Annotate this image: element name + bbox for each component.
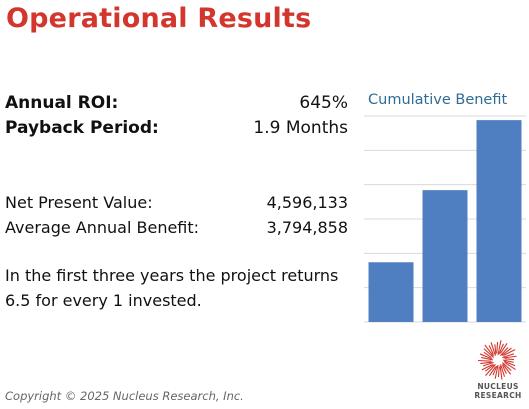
logo-ray xyxy=(485,363,496,376)
logo-ray xyxy=(479,353,493,360)
logo-ray xyxy=(481,356,494,361)
logo-ray xyxy=(501,347,512,356)
starburst-logo-icon xyxy=(477,340,517,380)
logo-ray xyxy=(484,364,495,372)
payback-period-value: 1.9 Months xyxy=(253,118,348,138)
logo-ray xyxy=(492,365,498,376)
logo-ray xyxy=(481,364,493,371)
logo-ray xyxy=(502,359,514,363)
annual-roi-value: 645% xyxy=(299,93,348,113)
npv-label: Net Present Value: xyxy=(5,193,153,212)
logo-ray xyxy=(494,344,497,355)
npv-value: 4,596,133 xyxy=(266,193,348,212)
logo-ray xyxy=(503,360,516,367)
cumulative-benefit-chart xyxy=(364,115,526,323)
page-title: Operational Results xyxy=(6,3,312,34)
payback-period-label: Payback Period: xyxy=(5,118,159,138)
logo-ray xyxy=(477,359,492,362)
logo-ray xyxy=(502,353,514,359)
logo-ray xyxy=(499,343,508,354)
logo-ray xyxy=(499,365,503,380)
logo-ray xyxy=(490,342,497,356)
annual-roi-label: Annual ROI: xyxy=(5,93,119,113)
copyright-text: Copyright © 2025 Nucleus Research, Inc. xyxy=(5,389,244,403)
nucleus-research-logo: NUCLEUS RESEARCH xyxy=(470,338,526,404)
logo-ray xyxy=(498,343,504,355)
logo-ray xyxy=(488,345,494,355)
logo-ray xyxy=(502,365,507,374)
logo-ray xyxy=(499,364,506,377)
logo-ray xyxy=(500,347,509,357)
logo-text-nucleus: NUCLEUS xyxy=(477,382,519,391)
logo-ray xyxy=(482,361,494,367)
logo-ray xyxy=(494,364,499,379)
avg-benefit-label: Average Annual Benefit: xyxy=(5,218,200,237)
logo-ray xyxy=(503,349,516,356)
logo-ray xyxy=(480,361,493,365)
chart-bar-1 xyxy=(368,262,414,322)
logo-ray xyxy=(497,340,502,356)
logo-ray xyxy=(502,363,512,375)
avg-benefit-value: 3,794,858 xyxy=(266,218,348,237)
logo-ray xyxy=(497,366,500,378)
logo-ray xyxy=(483,348,495,358)
logo-text-research: RESEARCH xyxy=(474,391,522,400)
logo-ray xyxy=(503,355,517,359)
logo-ray xyxy=(484,344,494,357)
logo-ray xyxy=(504,361,516,371)
logo-ray xyxy=(483,351,492,359)
roi-summary-text: In the first three years the project ret… xyxy=(5,266,339,310)
logo-ray xyxy=(496,341,499,354)
chart-bar-3 xyxy=(476,120,522,323)
logo-ray xyxy=(504,358,515,361)
chart-bar-2 xyxy=(422,190,468,322)
logo-ray xyxy=(501,362,512,372)
logo-ray xyxy=(488,366,497,377)
chart-title: Cumulative Benefit xyxy=(368,92,508,108)
